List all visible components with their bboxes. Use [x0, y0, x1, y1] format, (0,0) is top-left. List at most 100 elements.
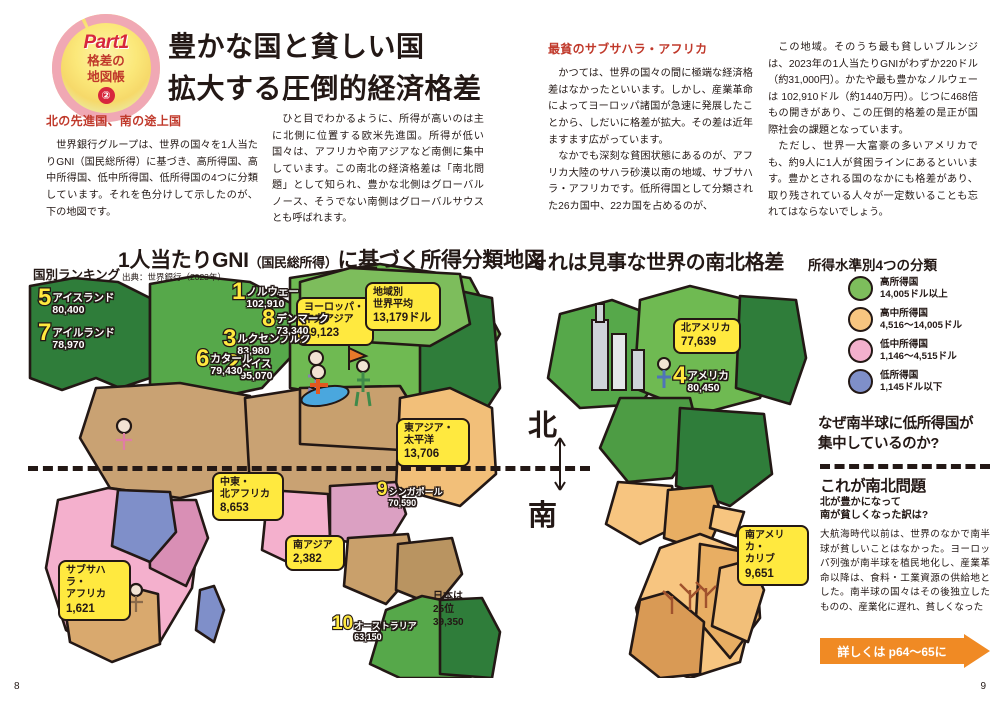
- arrow-tip-icon: [964, 634, 990, 668]
- rank-country-block: シンガポール 70,590: [389, 481, 443, 508]
- north-south-problem-title: これが南北問題: [820, 478, 926, 495]
- rank-country-block: アイスランド 80,400: [52, 287, 114, 316]
- region-callout: 中東・ 北アフリカ 8,653: [212, 472, 284, 521]
- region-callout-name: アフリカ: [66, 589, 106, 601]
- region-callout: 南アジア 2,382: [285, 535, 345, 572]
- rank-marker: 9 シンガポール 70,590: [376, 479, 443, 508]
- rank-country-block: アメリカ 80,450: [687, 365, 728, 394]
- article-column-4: この地域。そのうち最も貧しいブルンジは、2023年の1人当たりGNIがわずか22…: [768, 40, 978, 222]
- rank-number: 8: [261, 305, 277, 332]
- region-callout-value: 1,621: [66, 602, 95, 615]
- rank-marker: 10 オーストラリア 63,150: [331, 613, 417, 642]
- rank-country-value: 70,590: [388, 497, 417, 508]
- north-south-problem-body: 大航海時代以前は、世界のなかで南半球が貧しいことはなかった。ヨーロッパ列強が南半…: [820, 529, 990, 613]
- japan-rank-note: 日本は 25位 39,350: [433, 591, 464, 628]
- region-callout-name: 中東・: [220, 477, 250, 488]
- page-number-right: 9: [980, 681, 986, 692]
- rank-number: 5: [37, 284, 53, 311]
- column1-heading: 北の先進国、南の途上国: [46, 114, 182, 128]
- column3-body-1: かつては、世界の国々の間に極端な経済格差はなかったといいます。しかし、産業革命に…: [548, 68, 753, 146]
- region-callout: 北アメリカ 77,639: [673, 318, 741, 355]
- rank-country-value: 78,970: [52, 338, 85, 351]
- rank-marker: 1 ノルウェー 102,910: [231, 278, 299, 310]
- region-callout-value: 13,706: [404, 448, 440, 461]
- region-callout-name: 地域別: [373, 287, 403, 298]
- column1-body: 世界銀行グループは、世界の国々を1人当たりGNI（国民総所得）に基づき、高所得国…: [46, 140, 258, 218]
- column4-body-2: ただし、世界一大富豪の多いアメリカでも、約9人に1人が貧困ラインにあるといいます…: [768, 141, 978, 219]
- rank-country-value: 102,910: [246, 297, 285, 310]
- map-title-small: （国民総所得）: [248, 255, 338, 270]
- region-callout-name: 太平洋: [404, 435, 434, 447]
- region-callout: サブサハラ・ アフリカ 1,621: [58, 560, 131, 621]
- region-callout-name: 東アジア・: [404, 423, 454, 434]
- legend-text: 低中所得国 1,146〜4,515ドル: [880, 339, 957, 363]
- map-title-left: 1人当たりGNI（国民総所得）に基づく所得分類地図: [118, 244, 545, 274]
- region-callout-value: 13,179ドル: [373, 312, 432, 325]
- sidebar-divider: [820, 464, 990, 469]
- article-column-3: 最貧のサブサハラ・アフリカ かつては、世界の国々の間に極端な経済格差はなかったと…: [548, 40, 753, 215]
- rank-number: 10: [331, 613, 354, 634]
- rank-country-value: 80,400: [52, 303, 85, 316]
- north-south-problem-subtitle: 北が豊かになって 南が貧しくなった訳は?: [820, 497, 929, 522]
- rank-country-value: 79,430: [210, 364, 243, 377]
- legend-color-swatch: [848, 276, 873, 301]
- map-title-right: それは見事な世界の南北格差: [528, 252, 785, 274]
- legend-text: 高中所得国 4,516〜14,005ドル: [880, 308, 962, 332]
- rank-number: 3: [222, 325, 238, 352]
- column3-heading: 最貧のサブサハラ・アフリカ: [548, 42, 708, 56]
- region-callout: 地域別 世界平均 13,179ドル: [365, 282, 441, 331]
- column2-body: ひと目でわかるように、所得が高いのは主に北側に位置する欧米先進国。所得が低い国々…: [272, 114, 484, 225]
- north-label: 北: [528, 410, 558, 442]
- badge-number: ②: [97, 87, 115, 105]
- legend-range: 4,516〜14,005ドル: [880, 319, 963, 331]
- rank-country-block: スイス 95,070: [240, 353, 272, 382]
- legend-text: 高所得国 14,005ドル以上: [880, 277, 948, 301]
- region-callout-name: 南アメリカ・: [745, 530, 785, 554]
- map-title-main-2: に基づく所得分類地図: [337, 249, 545, 272]
- rank-marker: 6 カタール 79,430: [195, 345, 253, 377]
- equator-dashed-line: [28, 466, 590, 471]
- rank-number: 1: [231, 278, 247, 305]
- column3-body-2: なかでも深刻な貧困状態にあるのが、アフリカ大陸のサハラ砂漠以南の地域、サブサハラ…: [548, 151, 753, 212]
- legend-color-swatch: [848, 369, 873, 394]
- rank-marker: 4 アメリカ 80,450: [672, 362, 729, 394]
- region-callout-value: 8,653: [220, 502, 249, 515]
- rank-country-name: ノルウェー: [246, 286, 299, 298]
- article-column-2: ひと目でわかるように、所得が高いのは主に北側に位置する欧米先進国。所得が低い国々…: [272, 112, 484, 228]
- rank-country-name: アイスランド: [52, 292, 115, 304]
- legend-color-swatch: [848, 338, 873, 363]
- legend-row: 高所得国 14,005ドル以上: [848, 276, 962, 301]
- rank-number: 6: [195, 345, 211, 372]
- badge-sub-line1: 格差の: [87, 53, 125, 68]
- rank-marker: 5 アイスランド 80,400: [37, 284, 115, 316]
- legend-label: 低所得国: [880, 369, 919, 381]
- rank-country-value: 83,980: [237, 344, 270, 357]
- rank-country-block: オーストラリア 63,150: [354, 615, 417, 642]
- legend-range: 1,146〜4,515ドル: [880, 350, 957, 362]
- more-info-arrow-button[interactable]: 詳しくは p64〜65に: [820, 634, 990, 668]
- rank-marker: 3 ルクセンブルク 83,980: [222, 325, 311, 357]
- rank-country-value: 80,450: [687, 381, 720, 394]
- rank-country-value: 95,070: [240, 369, 273, 382]
- rank-marker: 7 アイルランド 78,970: [37, 319, 115, 351]
- rank-country-value: 63,150: [354, 631, 382, 642]
- rank-country-name: アメリカ: [687, 370, 729, 382]
- legend-label: 高中所得国: [880, 307, 928, 319]
- region-callout-value: 77,639: [681, 336, 717, 349]
- part-badge: Part1 格差の 地図帳 ②: [35, 0, 177, 139]
- article-column-1: 北の先進国、南の途上国 世界銀行グループは、世界の国々を1人当たりGNI（国民総…: [46, 112, 258, 221]
- rank-country-name: デンマーク: [276, 313, 329, 325]
- rank-number: 2: [225, 350, 241, 377]
- more-info-arrow-body: 詳しくは p64〜65に: [820, 638, 964, 664]
- rank-country-name: アイルランド: [52, 327, 115, 339]
- map-area: 国別ランキング 1人当たりGNI（国民総所得）に基づく所得分類地図 出典：世界銀…: [0, 238, 1000, 678]
- region-callout-name: 北アフリカ: [220, 489, 270, 501]
- legend-range: 14,005ドル以上: [880, 288, 948, 300]
- income-legend: 高所得国 14,005ドル以上 高中所得国 4,516〜14,005ドル 低中所得国 1,…: [848, 276, 962, 400]
- page-title-line1: 豊かな国と貧しい国: [168, 31, 425, 62]
- rank-country-name: スイス: [240, 358, 272, 370]
- page-title-line2: 拡大する圧倒的経済格差: [168, 73, 482, 104]
- legend-text: 低所得国 1,145ドル以下: [880, 370, 942, 394]
- region-callout-name: 世界平均: [373, 299, 413, 311]
